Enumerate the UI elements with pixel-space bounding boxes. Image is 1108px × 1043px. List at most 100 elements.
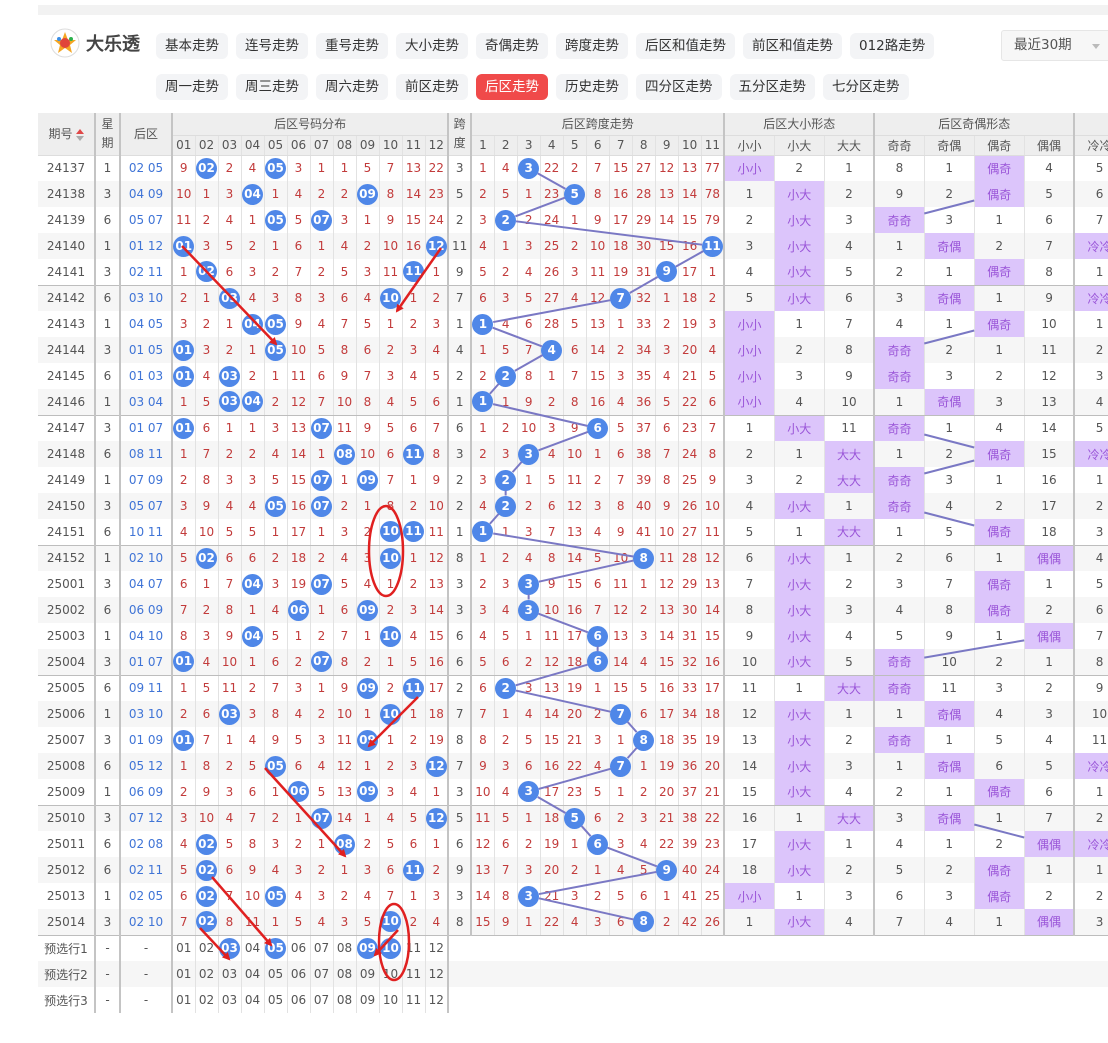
odd-even-cell: 奇奇 <box>874 649 924 675</box>
dist-cell: 1 <box>241 649 264 675</box>
preselect-number[interactable]: 01 <box>172 961 195 987</box>
span-trend-cell: 3 <box>471 467 494 493</box>
nav-历史走势[interactable]: 历史走势 <box>556 74 628 100</box>
dist-cell: 09 <box>356 779 379 805</box>
preselect-number[interactable]: 12 <box>425 935 448 961</box>
nav-012路走势[interactable]: 012路走势 <box>850 33 934 59</box>
dist-cell: 11 <box>333 727 356 753</box>
number-ball: 12 <box>426 236 447 257</box>
preselect-number[interactable]: 01 <box>172 935 195 961</box>
number-ball: 02 <box>196 261 217 282</box>
preselect-number[interactable]: 07 <box>310 987 333 1013</box>
issue-number: 24152 <box>38 545 95 571</box>
nav-连号走势[interactable]: 连号走势 <box>236 33 308 59</box>
nav-跨度走势[interactable]: 跨度走势 <box>556 33 628 59</box>
preselect-number[interactable]: 05 <box>264 961 287 987</box>
col-issue[interactable]: 期号 <box>38 113 95 155</box>
preselect-number[interactable]: 10 <box>379 961 402 987</box>
nav-四分区走势[interactable]: 四分区走势 <box>636 74 722 100</box>
nav-前区和值走势[interactable]: 前区和值走势 <box>743 33 842 59</box>
nav-基本走势[interactable]: 基本走势 <box>156 33 228 59</box>
selected-number-ball[interactable]: 03 <box>219 938 240 959</box>
dist-cell: 1 <box>172 441 195 467</box>
sort-icon[interactable] <box>76 129 84 141</box>
nav-后区和值走势[interactable]: 后区和值走势 <box>636 33 735 59</box>
preselect-number[interactable]: 11 <box>402 987 425 1013</box>
logo[interactable]: 大乐透 <box>50 28 140 58</box>
odd-even-cell: 1 <box>974 545 1024 571</box>
preselect-number[interactable]: 02 <box>195 935 218 961</box>
nav-重号走势[interactable]: 重号走势 <box>316 33 388 59</box>
odd-even-cell: 3 <box>924 467 974 493</box>
preselect-number[interactable]: 04 <box>241 935 264 961</box>
nav-奇偶走势[interactable]: 奇偶走势 <box>476 33 548 59</box>
preselect-number[interactable]: 06 <box>287 961 310 987</box>
preselect-number[interactable]: 12 <box>425 987 448 1013</box>
back-numbers: 10 11 <box>120 519 172 545</box>
dist-cell: 06 <box>287 779 310 805</box>
preselect-number[interactable]: 08 <box>333 987 356 1013</box>
nav-后区走势[interactable]: 后区走势 <box>476 74 548 100</box>
selected-number-ball[interactable]: 09 <box>357 938 378 959</box>
preselect-number[interactable]: 09 <box>356 935 379 961</box>
weekday: 1 <box>95 545 120 571</box>
preselect-number[interactable]: 01 <box>172 987 195 1013</box>
dist-cell: 11 <box>402 441 425 467</box>
nav-五分区走势[interactable]: 五分区走势 <box>730 74 816 100</box>
dist-cell: 8 <box>218 597 241 623</box>
preselect-number[interactable]: 03 <box>218 987 241 1013</box>
preselect-number[interactable]: 11 <box>402 935 425 961</box>
preselect-number[interactable]: 05 <box>264 935 287 961</box>
preselect-number[interactable]: 09 <box>356 961 379 987</box>
odd-even-cell: 4 <box>974 701 1024 727</box>
preselect-number[interactable]: 10 <box>379 935 402 961</box>
preselect-number[interactable]: 08 <box>333 935 356 961</box>
nav-周一走势[interactable]: 周一走势 <box>156 74 228 100</box>
selected-number-ball[interactable]: 05 <box>265 938 286 959</box>
cold-cell: 5 <box>1074 415 1108 441</box>
span-trend-cell: 37 <box>678 779 701 805</box>
nav-周三走势[interactable]: 周三走势 <box>236 74 308 100</box>
dist-cell: 7 <box>333 311 356 337</box>
preselect-number[interactable]: 08 <box>333 961 356 987</box>
span-trend-cell: 22 <box>701 805 724 831</box>
nav-七分区走势[interactable]: 七分区走势 <box>823 74 909 100</box>
preselect-number[interactable]: 10 <box>379 987 402 1013</box>
size-cell: 11 <box>824 415 874 441</box>
preselect-number[interactable]: 11 <box>402 961 425 987</box>
preselect-number[interactable]: 06 <box>287 935 310 961</box>
nav-大小走势[interactable]: 大小走势 <box>396 33 468 59</box>
span-trend-cell: 4 <box>563 909 586 935</box>
dist-cell: 1 <box>310 519 333 545</box>
nav-前区走势[interactable]: 前区走势 <box>396 74 468 100</box>
preselect-number[interactable]: 09 <box>356 987 379 1013</box>
span-trend-cell: 3 <box>517 883 540 909</box>
preselect-number[interactable]: 04 <box>241 987 264 1013</box>
odd-even-cell: 奇偶 <box>924 233 974 259</box>
dist-cell: 4 <box>425 909 448 935</box>
nav-周六走势[interactable]: 周六走势 <box>316 74 388 100</box>
size-cell: 1 <box>724 415 774 441</box>
preselect-number[interactable]: 04 <box>241 961 264 987</box>
preselect-number[interactable]: 07 <box>310 961 333 987</box>
preselect-number[interactable]: 03 <box>218 961 241 987</box>
span-value: 7 <box>448 753 471 779</box>
size-cell: 2 <box>774 467 824 493</box>
preselect-number[interactable]: 02 <box>195 987 218 1013</box>
preselect-number[interactable]: 02 <box>195 961 218 987</box>
preselect-number[interactable]: 05 <box>264 987 287 1013</box>
dist-cell: 3 <box>356 259 379 285</box>
preselect-number[interactable]: 12 <box>425 961 448 987</box>
span-trend-cell: 15 <box>563 571 586 597</box>
size-cell: 小大 <box>774 857 824 883</box>
odd-even-cell: 1 <box>874 441 924 467</box>
preselect-number[interactable]: 03 <box>218 935 241 961</box>
preselect-number[interactable]: 07 <box>310 935 333 961</box>
preselect-number[interactable]: 06 <box>287 987 310 1013</box>
selected-number-ball[interactable]: 10 <box>380 938 401 959</box>
span-trend-cell: 17 <box>655 701 678 727</box>
number-ball: 05 <box>265 210 286 231</box>
period-select[interactable]: 最近30期 <box>1001 30 1108 61</box>
